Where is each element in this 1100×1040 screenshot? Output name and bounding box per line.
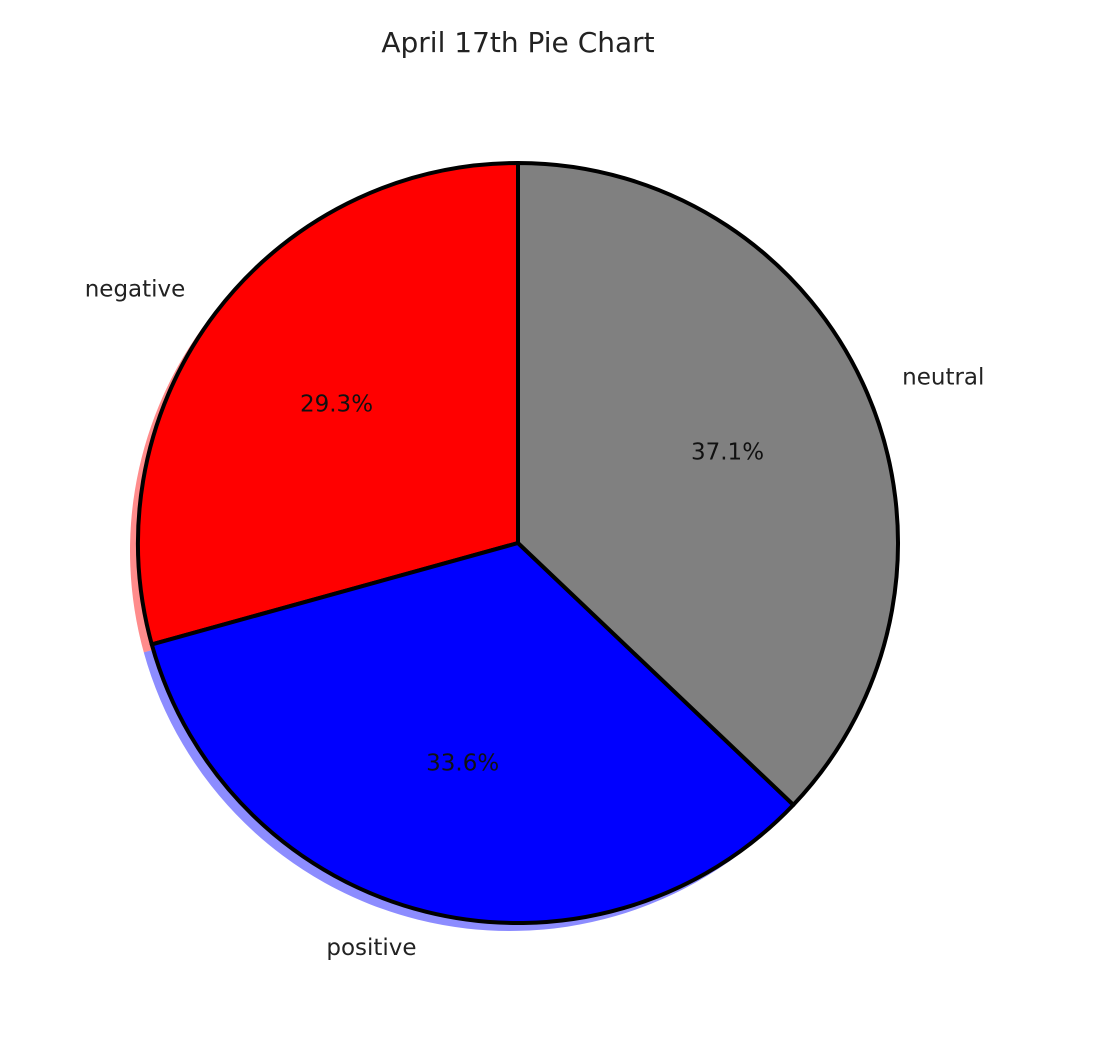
slice-label-positive: positive (326, 935, 416, 961)
slice-percent-neutral: 37.1% (691, 440, 764, 466)
slice-percent-positive: 33.6% (426, 751, 499, 777)
slice-label-negative: negative (85, 276, 186, 302)
chart-title: April 17th Pie Chart (381, 26, 654, 59)
slice-percent-negative: 29.3% (300, 391, 373, 417)
pie-slice-neutral (516, 161, 900, 807)
pie-slice-positive (149, 541, 796, 925)
pie-slice-negative (136, 161, 520, 647)
slice-label-neutral: neutral (902, 365, 984, 391)
pie-slices (136, 161, 900, 925)
pie-labels: negative 29.3% positive 33.6% neutral 37.1% (85, 276, 985, 961)
